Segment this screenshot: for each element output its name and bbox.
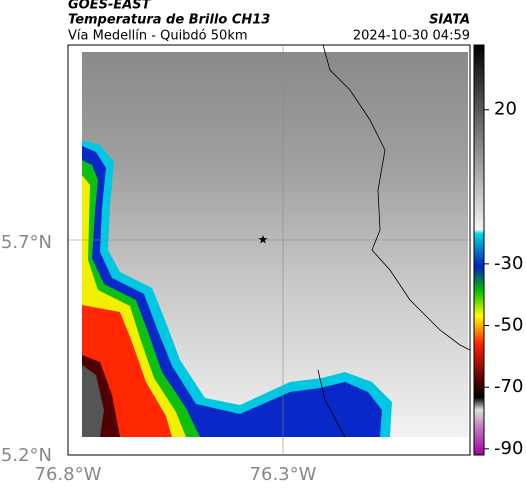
source: GOES-EAST [68,0,152,13]
border [317,369,346,438]
lon-label: 76.8°W [35,464,102,485]
colorbar-label: 20 [494,99,517,120]
border [322,44,471,351]
subtitle: Vía Medellín - Quibdó 50km [68,29,248,44]
datetime: 2024-10-30 04:59 [353,29,470,44]
title: Temperatura de Brillo CH13 [68,13,270,28]
lat-label: 5.7°N [1,232,52,253]
lat-label: 5.2°N [1,445,52,466]
colorbar-label: -50 [494,315,523,336]
colorbar-label: -30 [494,253,523,274]
location-star: ★ [258,233,269,247]
colorbar [473,44,485,456]
map: ★ [67,44,471,456]
cloud-gray [82,365,104,437]
colorbar-label: -90 [494,438,523,459]
colorbar-label: -70 [494,376,523,397]
brand: SIATA [429,13,470,28]
lon-label: 76.3°W [250,464,317,485]
